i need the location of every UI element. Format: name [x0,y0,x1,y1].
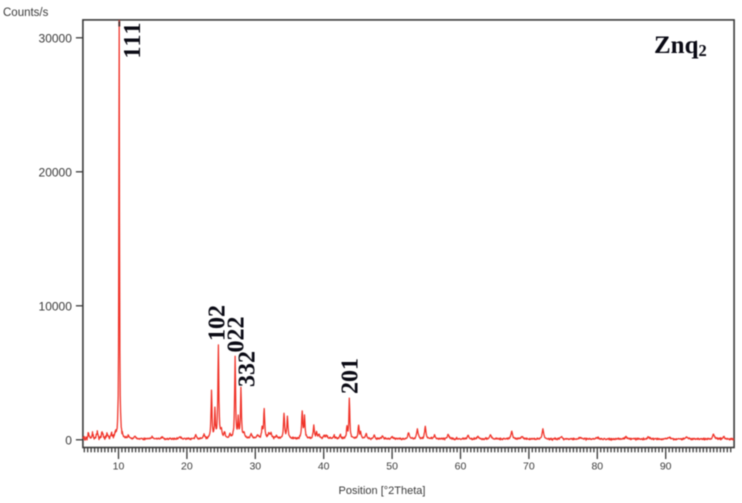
svg-text:022: 022 [224,317,250,353]
svg-text:Counts/s: Counts/s [3,7,49,19]
svg-text:80: 80 [591,461,603,473]
svg-text:40: 40 [318,461,330,473]
svg-text:10000: 10000 [39,299,73,313]
svg-text:111: 111 [120,23,146,59]
svg-text:201: 201 [338,358,364,394]
svg-text:102: 102 [205,305,231,341]
svg-text:50: 50 [386,461,398,473]
svg-text:20000: 20000 [39,165,73,179]
svg-text:90: 90 [660,461,672,473]
svg-text:70: 70 [523,461,535,473]
svg-text:30000: 30000 [39,31,73,45]
svg-text:20: 20 [181,461,193,473]
svg-text:60: 60 [455,461,467,473]
svg-text:Znq2: Znq2 [654,32,707,60]
svg-text:Position [°2Theta]: Position [°2Theta] [339,485,426,497]
svg-text:0: 0 [65,433,72,447]
svg-text:332: 332 [235,351,261,387]
svg-text:10: 10 [113,461,125,473]
svg-text:30: 30 [249,461,261,473]
